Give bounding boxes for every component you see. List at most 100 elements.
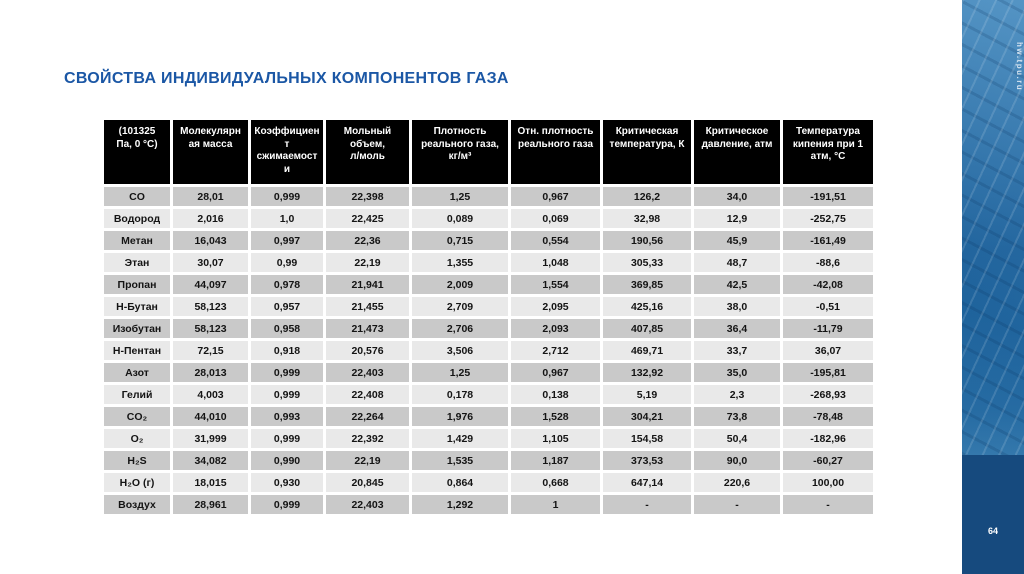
row-label: O₂ [104,429,170,448]
table-cell: 1,187 [511,451,600,470]
row-label: Пропан [104,275,170,294]
table-cell: 425,16 [603,297,691,316]
table-cell: 2,009 [412,275,508,294]
row-label: CO₂ [104,407,170,426]
table-cell: 18,015 [173,473,248,492]
table-cell: 0,997 [251,231,323,250]
column-header: Критическая температура, К [603,120,691,184]
row-label: Н-Бутан [104,297,170,316]
table-cell: 2,095 [511,297,600,316]
table-cell: 22,425 [326,209,409,228]
table-row: Воздух 28,961 0,999 22,403 1,292 1- - - [104,495,873,514]
table-header-row: (101325 Па, 0 °C) Молекулярн ая масса Коэф… [104,120,873,184]
table-cell: 0,930 [251,473,323,492]
table-cell: -0,51 [783,297,873,316]
table-cell: 58,123 [173,297,248,316]
table-cell: 20,845 [326,473,409,492]
table-cell: 1,976 [412,407,508,426]
table-cell: 72,15 [173,341,248,360]
row-label: CO [104,187,170,206]
table-cell: 2,3 [694,385,780,404]
row-label: Азот [104,363,170,382]
table-cell: 44,097 [173,275,248,294]
table-cell: 369,85 [603,275,691,294]
table-cell: 1,292 [412,495,508,514]
table-cell: 0,554 [511,231,600,250]
column-header: (101325 Па, 0 °C) [104,120,170,184]
row-label: Водород [104,209,170,228]
table-cell: 16,043 [173,231,248,250]
table-row: H₂O (г) 18,015 0,930 20,845 0,864 0,668 647,14… [104,473,873,492]
table-cell: 31,999 [173,429,248,448]
column-header: Критическое давление, атм [694,120,780,184]
row-label: H₂O (г) [104,473,170,492]
row-label: H₂S [104,451,170,470]
table-cell: 0,957 [251,297,323,316]
table-cell: 305,33 [603,253,691,272]
table-cell: 1,25 [412,363,508,382]
table-cell: 647,14 [603,473,691,492]
table-cell: 304,21 [603,407,691,426]
row-label: Этан [104,253,170,272]
table-cell: 36,07 [783,341,873,360]
table-cell: 0,993 [251,407,323,426]
table-cell: 0,999 [251,429,323,448]
row-label: Гелий [104,385,170,404]
table-cell: 132,92 [603,363,691,382]
table-row: H₂S 34,082 0,990 22,19 1,535 1,187 373,53 90,0-… [104,451,873,470]
table-cell: 21,473 [326,319,409,338]
table-cell: 0,990 [251,451,323,470]
table-cell: -11,79 [783,319,873,338]
table-cell: -195,81 [783,363,873,382]
table-cell: 12,9 [694,209,780,228]
table-cell: 22,36 [326,231,409,250]
table-cell: 1,429 [412,429,508,448]
table-cell: -191,51 [783,187,873,206]
table-cell: 4,003 [173,385,248,404]
row-label: Изобутан [104,319,170,338]
table-cell: 220,6 [694,473,780,492]
table-cell: 100,00 [783,473,873,492]
table-row: Метан 16,043 0,997 22,36 0,715 0,554 190,56 45,… [104,231,873,250]
right-sidebar: hw.tpu.ru 64 [962,0,1024,574]
table-cell: 20,576 [326,341,409,360]
table-cell: 44,010 [173,407,248,426]
table-cell: 0,178 [412,385,508,404]
table-row: Н-Бутан 58,123 0,957 21,455 2,709 2,095 425,16… [104,297,873,316]
table-cell: 0,99 [251,253,323,272]
table-cell: 0,069 [511,209,600,228]
table-cell: 48,7 [694,253,780,272]
column-header: Температура кипения при 1 атм, °C [783,120,873,184]
table-cell: 0,864 [412,473,508,492]
table-cell: 34,0 [694,187,780,206]
table-cell: 1,048 [511,253,600,272]
table-cell: 373,53 [603,451,691,470]
column-header: Мольный объем, л/моль [326,120,409,184]
column-header: Отн. плотность реального газа [511,120,600,184]
table-cell: 469,71 [603,341,691,360]
table-cell: 28,013 [173,363,248,382]
column-header: Коэффициен т сжимаемост и [251,120,323,184]
table-cell: 0,958 [251,319,323,338]
table-cell: 0,138 [511,385,600,404]
table-cell: 407,85 [603,319,691,338]
table-cell: 22,403 [326,363,409,382]
table-cell: -60,27 [783,451,873,470]
table-cell: 1,355 [412,253,508,272]
table-cell: 0,967 [511,363,600,382]
table-cell: 42,5 [694,275,780,294]
table-cell: 1,0 [251,209,323,228]
table-row: Пропан 44,097 0,978 21,941 2,009 1,554 369,85 4… [104,275,873,294]
table-cell: 1,25 [412,187,508,206]
table-cell: 190,56 [603,231,691,250]
table-cell: 0,089 [412,209,508,228]
table-cell: 1,105 [511,429,600,448]
table-cell: 2,093 [511,319,600,338]
table-cell: 0,999 [251,363,323,382]
table-body: CO 28,01 0,999 22,398 1,25 0,967 126,2 34,0 -191… [104,187,873,514]
table-cell: 3,506 [412,341,508,360]
table-row: CO₂ 44,010 0,993 22,264 1,976 1,528 304,21 73,8… [104,407,873,426]
table-cell: 21,941 [326,275,409,294]
table-cell: 22,398 [326,187,409,206]
table-cell: 1,535 [412,451,508,470]
